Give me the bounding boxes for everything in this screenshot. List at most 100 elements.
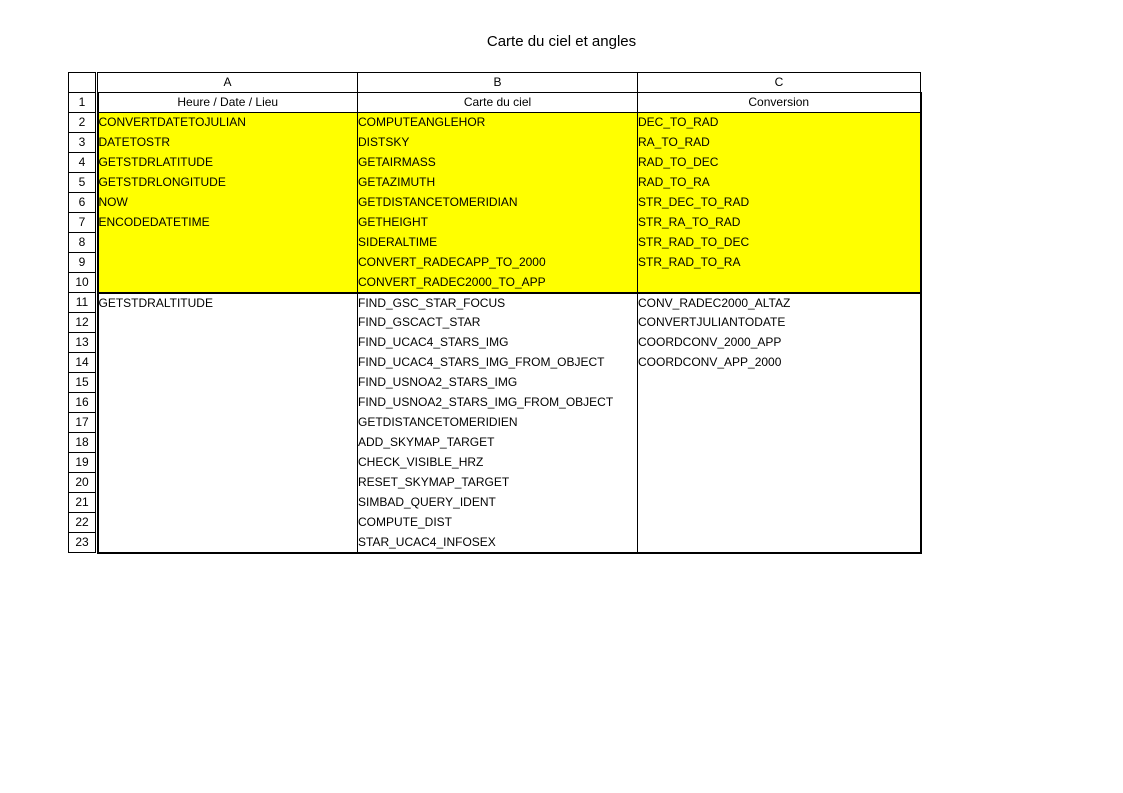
cell[interactable] (637, 532, 922, 554)
cell[interactable] (637, 432, 922, 453)
cell[interactable]: FIND_USNOA2_STARS_IMG (357, 372, 638, 393)
column-header-c[interactable]: C (637, 72, 921, 93)
cell[interactable]: FIND_UCAC4_STARS_IMG_FROM_OBJECT (357, 352, 638, 373)
cell[interactable] (637, 272, 922, 294)
cell[interactable]: NOW (96, 192, 358, 213)
row-number-cell[interactable]: 3 (68, 132, 96, 153)
cell[interactable]: GETDISTANCETOMERIDIAN (357, 192, 638, 213)
table-row: 10 CONVERT_RADEC2000_TO_APP (68, 272, 922, 294)
row-number-cell[interactable]: 14 (68, 352, 96, 373)
cell[interactable]: SIDERALTIME (357, 232, 638, 253)
row-number-cell[interactable]: 5 (68, 172, 96, 193)
cell[interactable]: RESET_SKYMAP_TARGET (357, 472, 638, 493)
row-number-cell[interactable]: 17 (68, 412, 96, 433)
cell[interactable]: COMPUTEANGLEHOR (357, 112, 638, 133)
cell[interactable] (96, 332, 358, 353)
cell[interactable] (637, 412, 922, 433)
cell[interactable] (96, 272, 358, 294)
cell[interactable]: CHECK_VISIBLE_HRZ (357, 452, 638, 473)
row-number-cell[interactable]: 10 (68, 272, 96, 293)
cell[interactable]: GETSTDRALTITUDE (96, 292, 358, 313)
row-number-cell[interactable]: 2 (68, 112, 96, 133)
cell[interactable]: GETHEIGHT (357, 212, 638, 233)
cell[interactable]: COORDCONV_APP_2000 (637, 352, 922, 373)
cell[interactable] (637, 452, 922, 473)
select-all-corner[interactable] (68, 72, 96, 93)
column-header-a[interactable]: A (97, 72, 358, 93)
table-row: 3 DATETOSTR DISTSKY RA_TO_RAD (68, 132, 922, 153)
row-number-cell[interactable]: 9 (68, 252, 96, 273)
cell[interactable]: ADD_SKYMAP_TARGET (357, 432, 638, 453)
cell[interactable] (96, 492, 358, 513)
row-number-cell[interactable]: 21 (68, 492, 96, 513)
cell[interactable]: DEC_TO_RAD (637, 112, 922, 133)
cell[interactable]: ENCODEDATETIME (96, 212, 358, 233)
cell[interactable]: RA_TO_RAD (637, 132, 922, 153)
row-number-cell[interactable]: 6 (68, 192, 96, 213)
cell[interactable] (637, 392, 922, 413)
column-header-row: A B C (68, 72, 921, 93)
row-number-cell[interactable]: 1 (68, 92, 96, 113)
cell[interactable]: GETDISTANCETOMERIDIEN (357, 412, 638, 433)
cell[interactable] (637, 372, 922, 393)
cell[interactable]: STR_DEC_TO_RAD (637, 192, 922, 213)
row-number-cell[interactable]: 16 (68, 392, 96, 413)
cell[interactable] (637, 472, 922, 493)
cell[interactable]: DISTSKY (357, 132, 638, 153)
row-number-cell[interactable]: 23 (68, 532, 96, 553)
cell[interactable] (637, 492, 922, 513)
cell[interactable] (96, 252, 358, 273)
cell[interactable] (96, 372, 358, 393)
cell-category-b[interactable]: Carte du ciel (357, 92, 638, 113)
cell[interactable] (637, 512, 922, 533)
cell[interactable] (96, 232, 358, 253)
row-number-cell[interactable]: 13 (68, 332, 96, 353)
cell[interactable] (96, 472, 358, 493)
row-number-cell[interactable]: 4 (68, 152, 96, 173)
cell[interactable]: FIND_USNOA2_STARS_IMG_FROM_OBJECT (357, 392, 638, 413)
cell[interactable]: STR_RAD_TO_RA (637, 252, 922, 273)
cell[interactable]: GETSTDRLONGITUDE (96, 172, 358, 193)
cell[interactable] (96, 352, 358, 373)
row-number-cell[interactable]: 22 (68, 512, 96, 533)
cell[interactable] (96, 312, 358, 333)
row-number-cell[interactable]: 8 (68, 232, 96, 253)
gutter (95, 232, 98, 253)
row-number-cell[interactable]: 12 (68, 312, 96, 333)
cell-category-a[interactable]: Heure / Date / Lieu (96, 92, 358, 113)
row-number-cell[interactable]: 18 (68, 432, 96, 453)
row-number-cell[interactable]: 7 (68, 212, 96, 233)
row-number-cell[interactable]: 20 (68, 472, 96, 493)
cell[interactable]: FIND_UCAC4_STARS_IMG (357, 332, 638, 353)
cell[interactable]: COORDCONV_2000_APP (637, 332, 922, 353)
row-number-cell[interactable]: 19 (68, 452, 96, 473)
cell[interactable] (96, 432, 358, 453)
cell[interactable]: STR_RAD_TO_DEC (637, 232, 922, 253)
cell[interactable] (96, 512, 358, 533)
cell[interactable] (96, 392, 358, 413)
cell[interactable]: GETSTDRLATITUDE (96, 152, 358, 173)
cell[interactable]: STAR_UCAC4_INFOSEX (357, 532, 638, 554)
cell[interactable]: FIND_GSC_STAR_FOCUS (357, 292, 638, 313)
cell[interactable]: CONVERT_RADEC2000_TO_APP (357, 272, 638, 294)
cell[interactable]: DATETOSTR (96, 132, 358, 153)
cell[interactable]: GETAIRMASS (357, 152, 638, 173)
cell-category-c[interactable]: Conversion (637, 92, 922, 113)
cell[interactable]: FIND_GSCACT_STAR (357, 312, 638, 333)
cell[interactable]: CONV_RADEC2000_ALTAZ (637, 292, 922, 313)
cell[interactable]: COMPUTE_DIST (357, 512, 638, 533)
cell[interactable] (96, 412, 358, 433)
cell[interactable]: CONVERTDATETOJULIAN (96, 112, 358, 133)
cell[interactable]: GETAZIMUTH (357, 172, 638, 193)
cell[interactable]: RAD_TO_RA (637, 172, 922, 193)
cell[interactable]: RAD_TO_DEC (637, 152, 922, 173)
column-header-b[interactable]: B (357, 72, 638, 93)
cell[interactable]: CONVERTJULIANTODATE (637, 312, 922, 333)
cell[interactable]: SIMBAD_QUERY_IDENT (357, 492, 638, 513)
row-number-cell[interactable]: 15 (68, 372, 96, 393)
cell[interactable]: STR_RA_TO_RAD (637, 212, 922, 233)
cell[interactable] (96, 452, 358, 473)
cell[interactable] (96, 532, 358, 554)
row-number-cell[interactable]: 11 (68, 292, 96, 313)
cell[interactable]: CONVERT_RADECAPP_TO_2000 (357, 252, 638, 273)
